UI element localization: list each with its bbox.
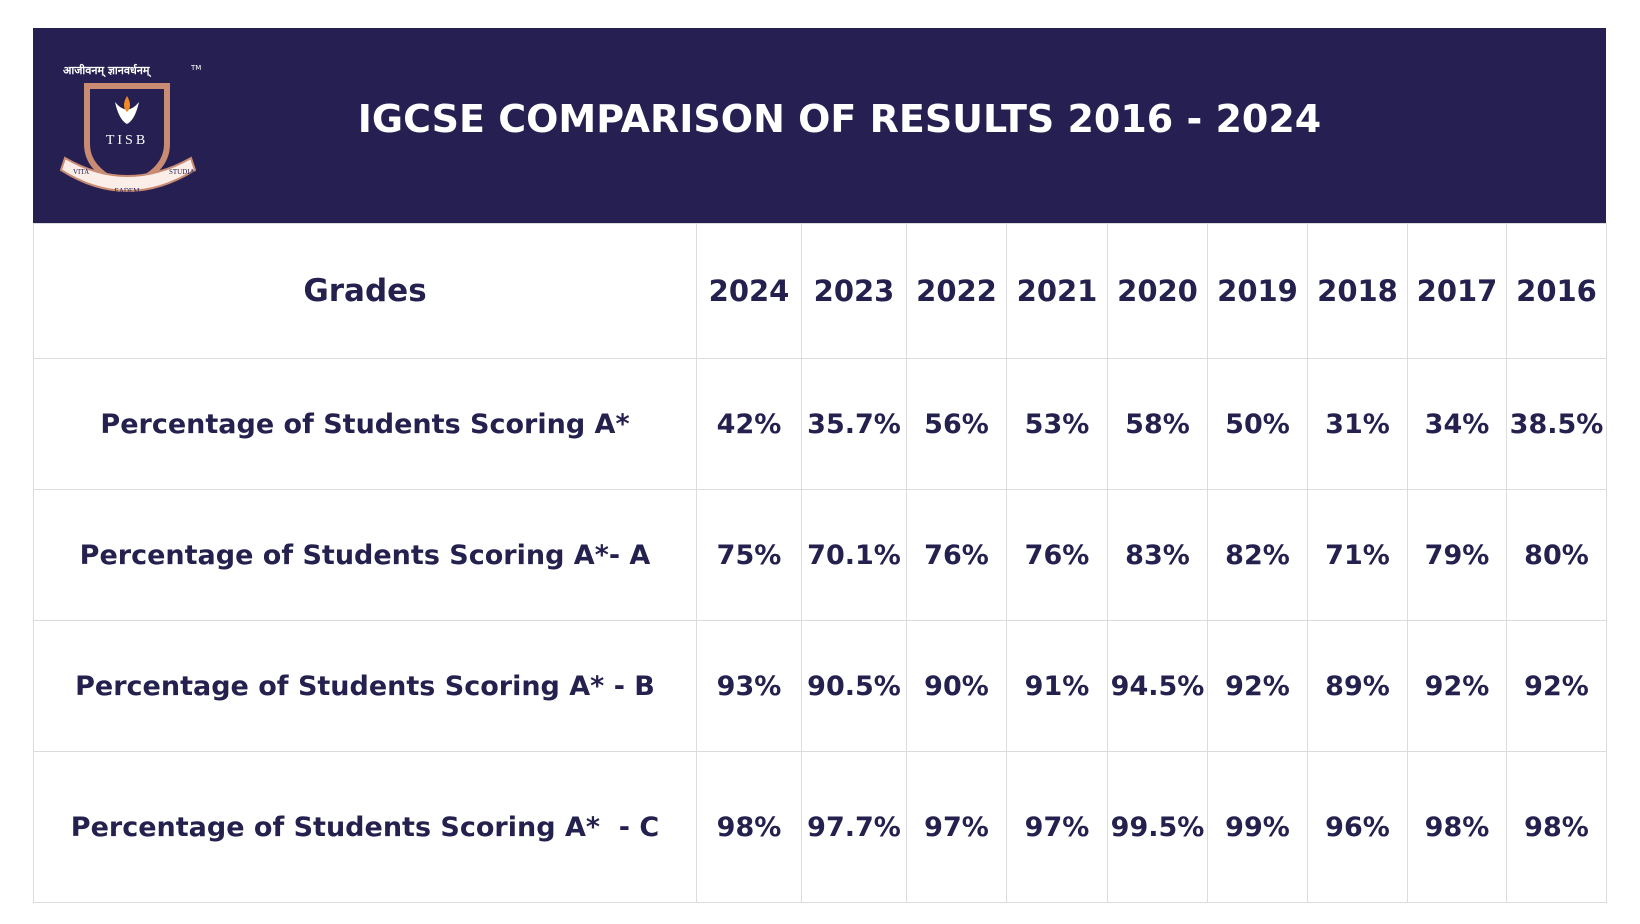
header-row: Grades 2024 2023 2022 2021 2020 2019 2018 2017 20… [33, 223, 1607, 359]
value-cell: 38.5% [1506, 358, 1607, 490]
value-cell: 83% [1107, 489, 1208, 621]
row-label: Percentage of Students Scoring A* - C [33, 751, 697, 903]
school-logo: आजीवनम् ज्ञानवर्धनम् TM TISB VITA EADEM … [59, 63, 201, 195]
value-cell: 97% [906, 751, 1007, 903]
value-cell: 70.1% [801, 489, 907, 621]
results-table: Grades 2024 2023 2022 2021 2020 2019 2018 2017 20… [33, 223, 1607, 903]
header: आजीवनम् ज्ञानवर्धनम् TM TISB VITA EADEM … [33, 28, 1606, 223]
header-cell: 2018 [1307, 223, 1408, 359]
value-cell: 98% [696, 751, 802, 903]
header-cell: 2017 [1407, 223, 1507, 359]
value-cell: 92% [1506, 620, 1607, 752]
value-cell: 99% [1207, 751, 1308, 903]
value-cell: 76% [906, 489, 1007, 621]
value-cell: 53% [1006, 358, 1108, 490]
value-cell: 34% [1407, 358, 1507, 490]
logo-tm: TM [190, 64, 201, 72]
header-cell: Grades [33, 223, 697, 359]
flame-holder [115, 102, 139, 124]
value-cell: 75% [696, 489, 802, 621]
value-cell: 71% [1307, 489, 1408, 621]
table-body: Grades 2024 2023 2022 2021 2020 2019 2018 2017 20… [33, 223, 1607, 903]
scroll-text: VITA [73, 168, 89, 176]
value-cell: 90.5% [801, 620, 907, 752]
header-cell: 2021 [1006, 223, 1108, 359]
row-label: Percentage of Students Scoring A* - B [33, 620, 697, 752]
row-label: Percentage of Students Scoring A* [33, 358, 697, 490]
value-cell: 97.7% [801, 751, 907, 903]
scroll-text: EADEM [115, 187, 141, 195]
logo-motto: आजीवनम् ज्ञानवर्धनम् [63, 63, 151, 78]
results-card: आजीवनम् ज्ञानवर्धनम् TM TISB VITA EADEM … [33, 28, 1607, 903]
value-cell: 92% [1407, 620, 1507, 752]
value-cell: 98% [1407, 751, 1507, 903]
flame [124, 96, 130, 112]
value-cell: 42% [696, 358, 802, 490]
value-cell: 98% [1506, 751, 1607, 903]
header-cell: 2020 [1107, 223, 1208, 359]
value-cell: 76% [1006, 489, 1108, 621]
data-row: Percentage of Students Scoring A* - B 93%… [33, 620, 1607, 752]
value-cell: 82% [1207, 489, 1308, 621]
value-cell: 80% [1506, 489, 1607, 621]
value-cell: 91% [1006, 620, 1108, 752]
value-cell: 89% [1307, 620, 1408, 752]
value-cell: 90% [906, 620, 1007, 752]
value-cell: 94.5% [1107, 620, 1208, 752]
value-cell: 50% [1207, 358, 1308, 490]
value-cell: 99.5% [1107, 751, 1208, 903]
value-cell: 35.7% [801, 358, 907, 490]
value-cell: 97% [1006, 751, 1108, 903]
logo-initials: TISB [106, 133, 148, 148]
title: IGCSE COMPARISON OF RESULTS 2016 - 2024 [357, 97, 1322, 141]
header-cell: 2019 [1207, 223, 1308, 359]
value-cell: 92% [1207, 620, 1308, 752]
scroll-text: STUDIA [169, 168, 195, 176]
data-row: Percentage of Students Scoring A* 42% 35.7… [33, 358, 1607, 490]
value-cell: 58% [1107, 358, 1208, 490]
header-cell: 2023 [801, 223, 907, 359]
value-cell: 79% [1407, 489, 1507, 621]
row-label: Percentage of Students Scoring A*- A [33, 489, 697, 621]
value-cell: 31% [1307, 358, 1408, 490]
data-row: Percentage of Students Scoring A* - C 98%… [33, 751, 1607, 903]
header-cell: 2022 [906, 223, 1007, 359]
header-cell: 2016 [1506, 223, 1607, 359]
value-cell: 93% [696, 620, 802, 752]
header-cell: 2024 [696, 223, 802, 359]
data-row: Percentage of Students Scoring A*- A 75% 7… [33, 489, 1607, 621]
scroll [59, 156, 197, 192]
value-cell: 96% [1307, 751, 1408, 903]
value-cell: 56% [906, 358, 1007, 490]
